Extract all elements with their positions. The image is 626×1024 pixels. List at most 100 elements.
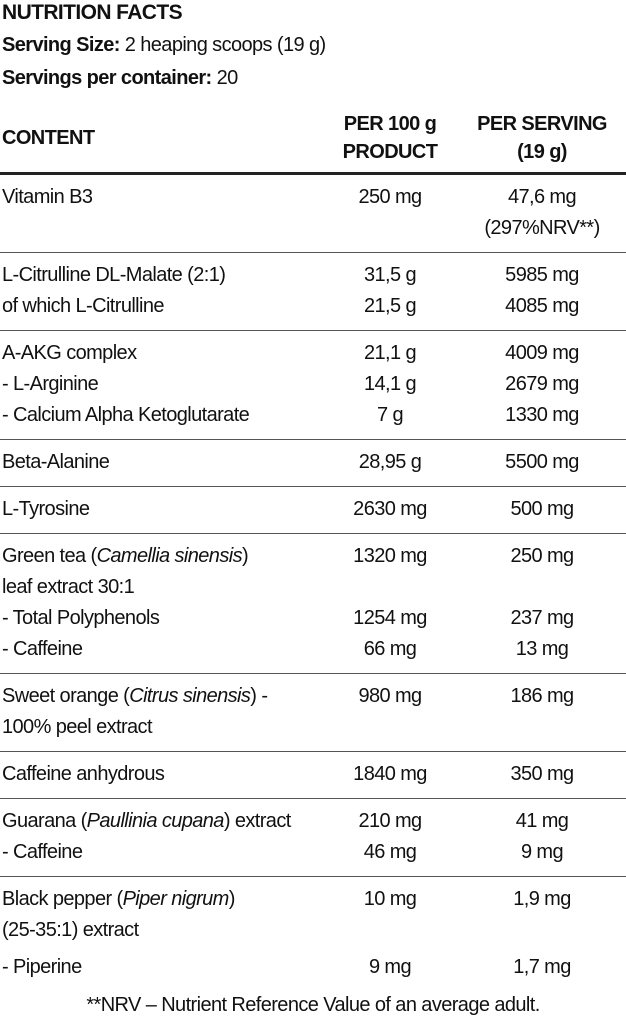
per-serving: 47,6 mg: [507, 186, 577, 208]
name: L-Citrulline DL-Malate (2:1): [2, 264, 226, 286]
value: 2 heaping scoops (19 g): [124, 34, 326, 56]
per-serving: 41 mg: [515, 810, 569, 832]
name-segment: Piper nigrum: [122, 888, 230, 910]
per-serving: 500 mg: [510, 498, 574, 520]
content-cell: A-AKG complex: [0, 338, 320, 369]
per-serving: 5500 mg: [505, 451, 579, 473]
table-header: CONTENT PER 100 g PRODUCT PER SERVING (19 …: [0, 104, 626, 175]
per-100g: 7 g: [376, 404, 404, 426]
name-segment: ): [241, 545, 249, 567]
name: - Piperine: [2, 956, 82, 978]
per-100g: 28,95 g: [358, 451, 422, 473]
row-line: Black pepper (Piper nigrum) 10 mg 1,9 mg: [0, 884, 626, 915]
per-100g-cell: [320, 572, 460, 603]
per-serving: 250 mg: [510, 545, 574, 567]
per-100g: 9 mg: [368, 956, 412, 978]
per-100g: 1840 mg: [353, 763, 427, 785]
per-serving-cell: 47,6 mg: [460, 182, 624, 213]
row-group: Black pepper (Piper nigrum) 10 mg 1,9 mg (2…: [0, 877, 626, 991]
per-100g: 1254 mg: [353, 607, 427, 629]
per-100g-cell: 46 mg: [320, 837, 460, 868]
per-serving: 350 mg: [510, 763, 574, 785]
name-segment: Green tea (: [2, 545, 97, 567]
per-100g-cell: 250 mg: [320, 182, 460, 213]
content-cell: - Caffeine: [0, 837, 320, 868]
per-100g: 10 mg: [363, 888, 417, 910]
content-cell: Vitamin B3: [0, 182, 320, 213]
per-100g: 980 mg: [358, 685, 422, 707]
name-segment: Camellia sinensis: [96, 545, 243, 567]
column-header: PER 100 g PRODUCT: [320, 104, 460, 172]
content-cell: - Caffeine: [0, 634, 320, 665]
per-serving: 2679 mg: [505, 373, 579, 395]
per-100g-cell: 1254 mg: [320, 603, 460, 634]
per-100g-cell: 21,5 g: [320, 291, 460, 322]
name: 100% peel extract: [2, 716, 153, 738]
per-100g: 250 mg: [358, 186, 422, 208]
row-group: L-Tyrosine 2630 mg 500 mg: [0, 487, 626, 534]
per-serving: 1,7 mg: [513, 956, 571, 978]
name-segment: ): [228, 888, 236, 910]
name: - Calcium Alpha Ketoglutarate: [2, 404, 250, 426]
per-serving: 4085 mg: [505, 295, 579, 317]
per-serving-cell: 500 mg: [460, 494, 624, 525]
per-serving: 13 mg: [515, 638, 569, 660]
name: A-AKG complex: [2, 342, 137, 364]
row-line: Guarana (Paullinia cupana) extract 210 mg…: [0, 806, 626, 837]
servings-per-container: Servings per container: 20: [2, 65, 238, 91]
per-100g-cell: 980 mg: [320, 681, 460, 712]
content-cell: Caffeine anhydrous: [0, 759, 320, 790]
content-cell: Guarana (Paullinia cupana) extract: [0, 806, 320, 837]
per-100g-cell: 1320 mg: [320, 541, 460, 572]
per-100g-cell: 66 mg: [320, 634, 460, 665]
name: Vitamin B3: [2, 186, 93, 208]
row-group: Vitamin B3 250 mg 47,6 mg (297%NRV**): [0, 175, 626, 253]
per-serving-cell: 237 mg: [460, 603, 624, 634]
name: Caffeine anhydrous: [2, 763, 165, 785]
per-serving-cell: 9 mg: [460, 837, 624, 868]
per-100g-cell: [320, 712, 460, 743]
content-cell: L-Citrulline DL-Malate (2:1): [0, 260, 320, 291]
per-100g: 21,5 g: [363, 295, 417, 317]
per-100g: 46 mg: [363, 841, 417, 863]
per-serving-cell: [460, 712, 624, 743]
nutrition-table: CONTENT PER 100 g PRODUCT PER SERVING (19 …: [0, 104, 626, 991]
per-serving-cell: 5985 mg: [460, 260, 624, 291]
row-line: Vitamin B3 250 mg 47,6 mg: [0, 182, 626, 213]
per-100g-cell: 10 mg: [320, 884, 460, 915]
per-100g: 21,1 g: [363, 342, 417, 364]
name: - Caffeine: [2, 841, 83, 863]
per-serving-cell: 1,9 mg: [460, 884, 624, 915]
per-serving: (297%NRV**): [484, 217, 600, 239]
per-100g: 1320 mg: [353, 545, 427, 567]
name-segment: Citrus sinensis: [129, 685, 251, 707]
per-100g-cell: [320, 213, 460, 244]
name: Beta-Alanine: [2, 451, 110, 473]
per-serving: 1330 mg: [505, 404, 579, 426]
per-serving-cell: 4009 mg: [460, 338, 624, 369]
row-line: (25-35:1) extract: [0, 915, 626, 946]
row-group: A-AKG complex 21,1 g 4009 mg - L-Arginine 14…: [0, 331, 626, 440]
table-body: Vitamin B3 250 mg 47,6 mg (297%NRV**) L-Citr…: [0, 175, 626, 991]
per-serving-cell: 186 mg: [460, 681, 624, 712]
row-line: of which L-Citrulline 21,5 g 4085 mg: [0, 291, 626, 322]
row-line: - Piperine 9 mg 1,7 mg: [0, 952, 626, 983]
per-serving-cell: [460, 915, 624, 946]
row-line: - Calcium Alpha Ketoglutarate 7 g 1330 mg: [0, 400, 626, 431]
header-line: (19 g): [517, 141, 567, 163]
per-100g-cell: 21,1 g: [320, 338, 460, 369]
per-100g-cell: 9 mg: [320, 952, 460, 983]
row-line: 100% peel extract: [0, 712, 626, 743]
per-serving: 4009 mg: [505, 342, 579, 364]
row-group: Sweet orange (Citrus sinensis) - 980 mg 18…: [0, 674, 626, 752]
content-cell: Sweet orange (Citrus sinensis) -: [0, 681, 320, 712]
content-cell: of which L-Citrulline: [0, 291, 320, 322]
row-line: - Total Polyphenols 1254 mg 237 mg: [0, 603, 626, 634]
title: NUTRITION FACTS: [2, 1, 183, 24]
content-cell: Beta-Alanine: [0, 447, 320, 478]
row-group: Beta-Alanine 28,95 g 5500 mg: [0, 440, 626, 487]
name: - Total Polyphenols: [2, 607, 160, 629]
content-cell: (25-35:1) extract: [0, 915, 320, 946]
per-serving: 5985 mg: [505, 264, 579, 286]
row-line: leaf extract 30:1: [0, 572, 626, 603]
